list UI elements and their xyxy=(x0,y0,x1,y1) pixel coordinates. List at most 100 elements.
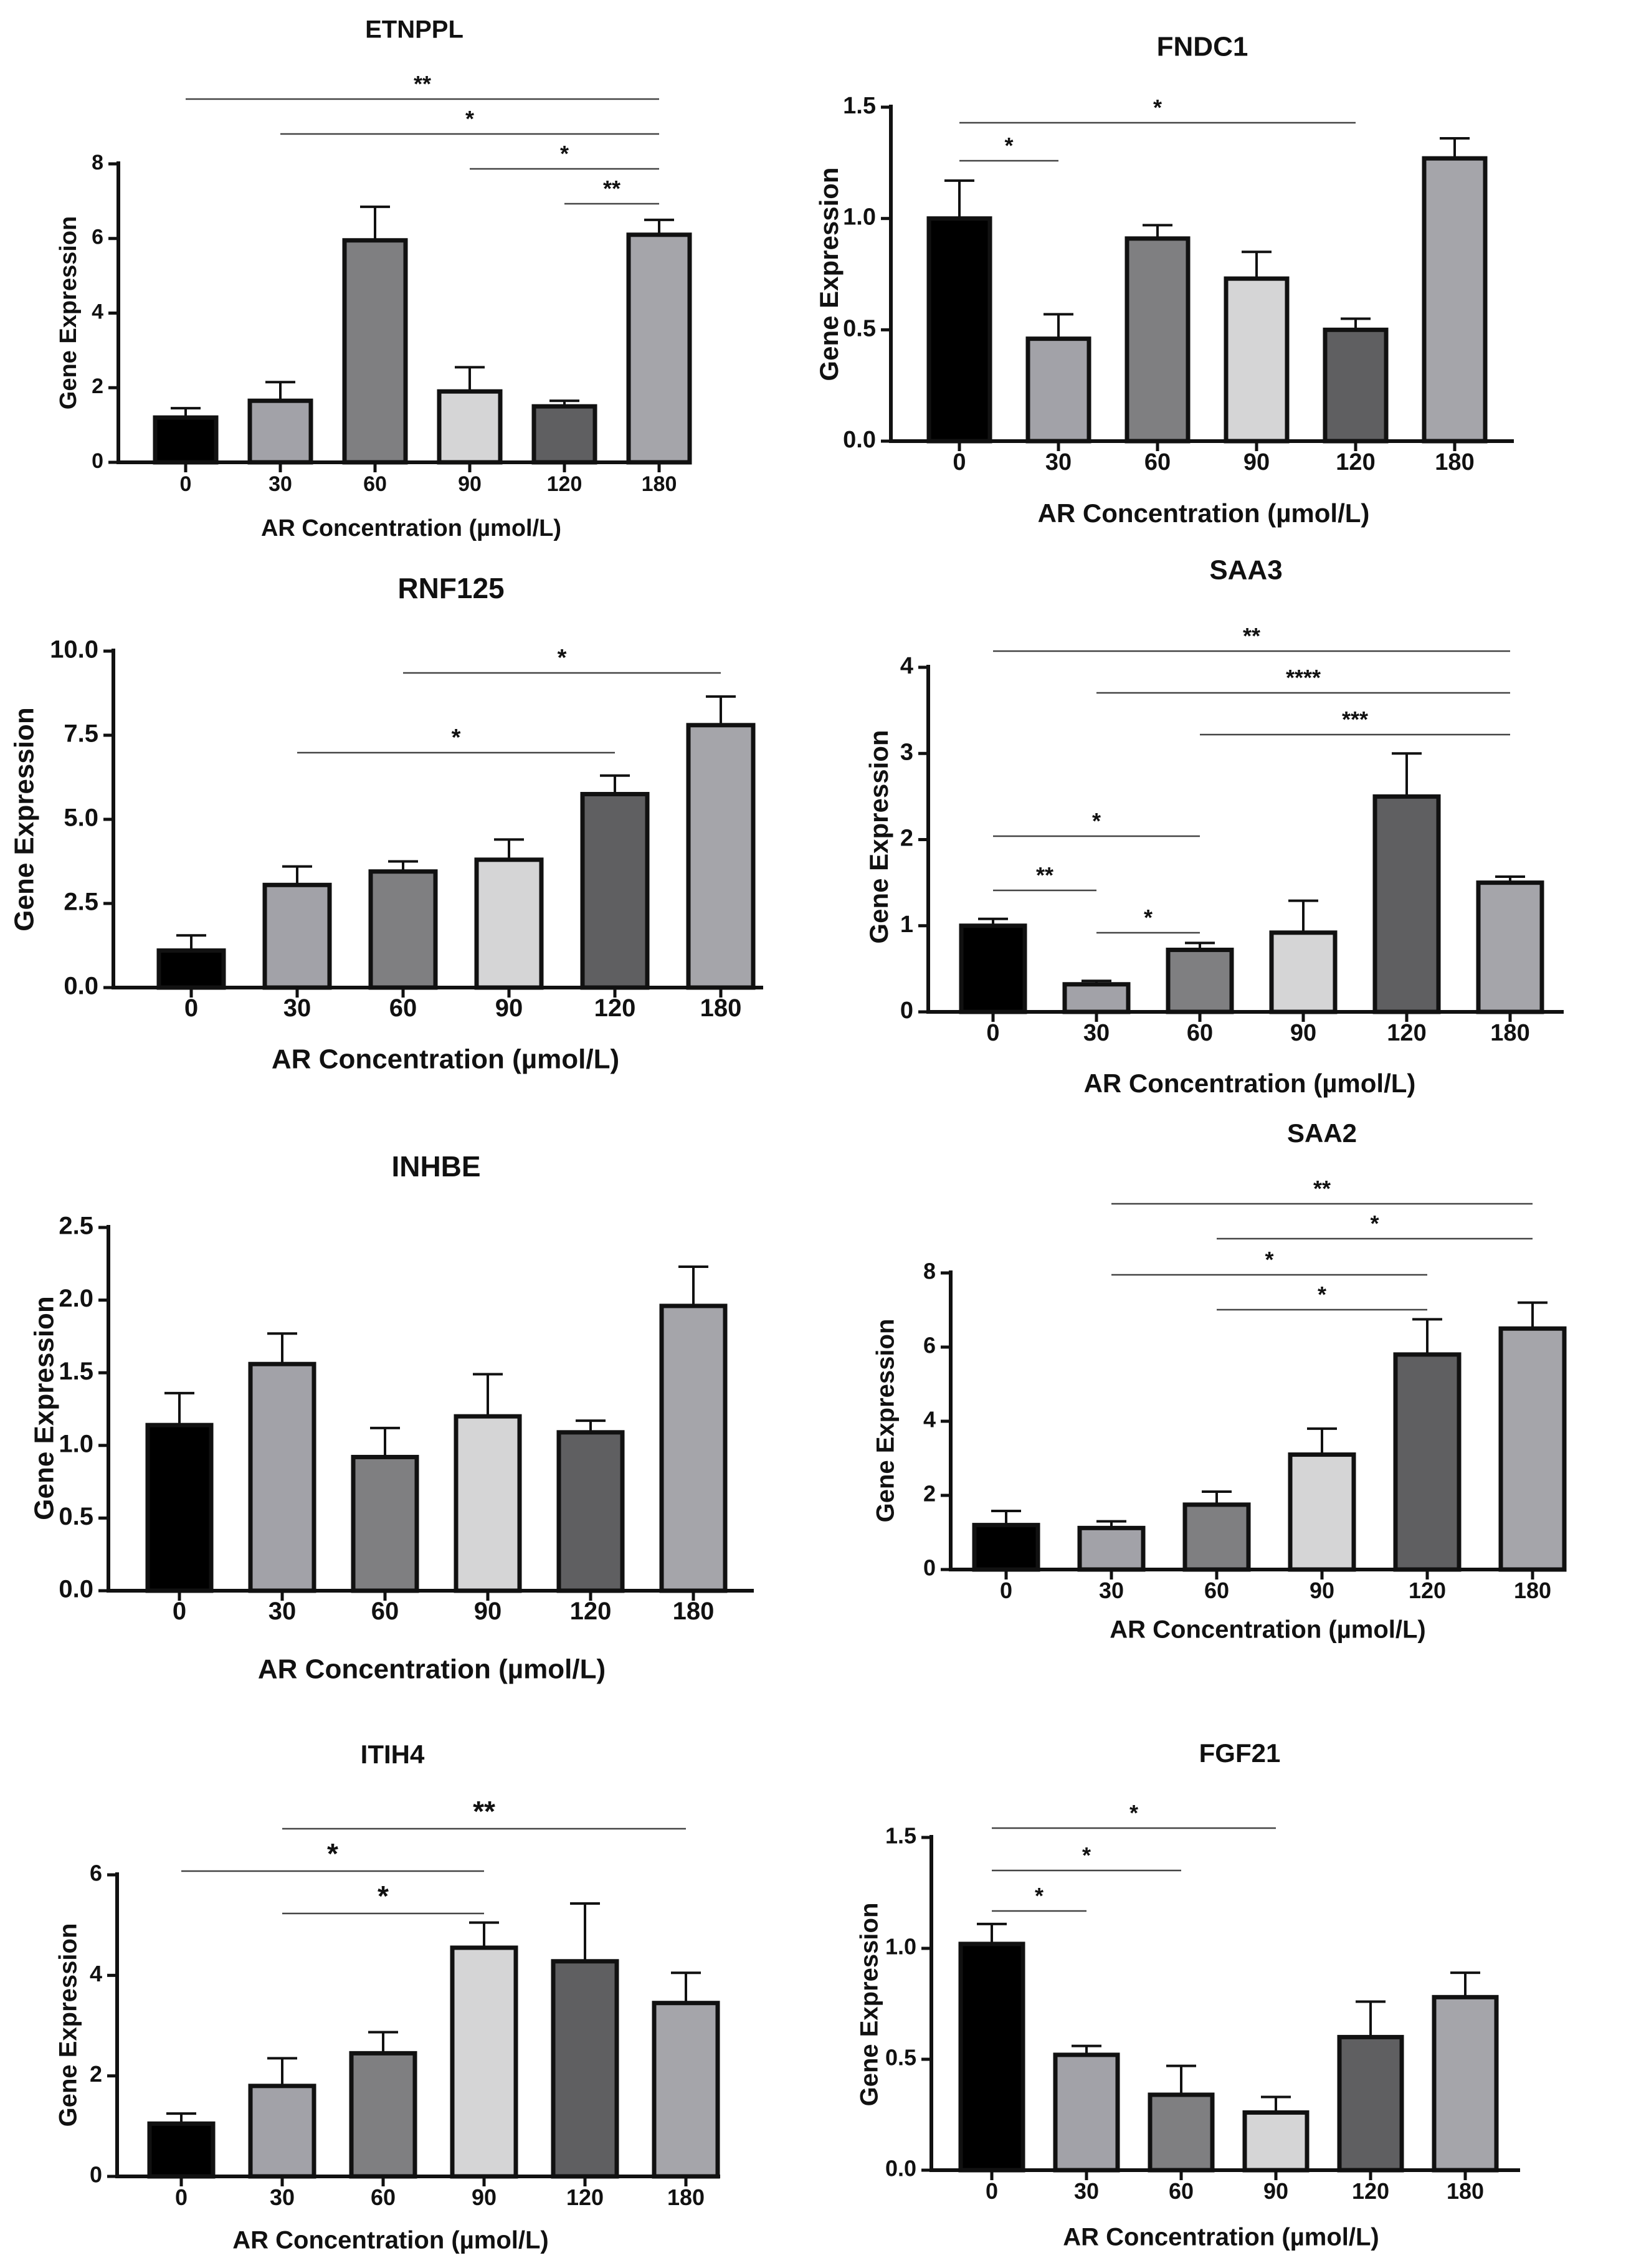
bar xyxy=(1393,1352,1462,1572)
significance-label: * xyxy=(1004,133,1013,158)
bar xyxy=(1422,156,1488,444)
bar xyxy=(145,1422,214,1593)
x-tick-label: 90 xyxy=(1263,2178,1288,2204)
x-tick-label: 0 xyxy=(986,1020,999,1046)
significance-label: * xyxy=(1082,1842,1091,1868)
chart-title: FGF21 xyxy=(1199,1738,1281,1768)
y-axis-label: Gene Expression xyxy=(55,1923,82,2127)
y-tick-label: 2.0 xyxy=(59,1285,93,1312)
y-tick-label: 1.5 xyxy=(885,1823,916,1849)
x-tick-label: 0 xyxy=(173,1598,186,1625)
x-tick-label: 30 xyxy=(1045,449,1072,475)
bar xyxy=(972,1523,1040,1572)
x-tick-label: 30 xyxy=(1099,1578,1124,1603)
chart-title: FNDC1 xyxy=(1157,32,1248,62)
x-tick-label: 120 xyxy=(1352,2178,1389,2204)
significance-label: ** xyxy=(1243,623,1260,649)
y-tick-label: 6 xyxy=(90,1861,102,1886)
y-tick-label: 4 xyxy=(90,1961,102,1986)
y-tick-label: 4 xyxy=(92,300,103,323)
chart-panel: FNDC1 0.0 0.5 1.0 1.5 0 30 60 90 120 180 AR Concent… xyxy=(814,32,1514,528)
x-tick-label: 90 xyxy=(495,994,523,1022)
y-tick-label: 0.5 xyxy=(59,1503,93,1530)
significance-label: * xyxy=(1370,1211,1379,1236)
y-tick-label: 0.0 xyxy=(885,2156,916,2181)
y-tick-label: 2 xyxy=(923,1481,936,1507)
bar xyxy=(368,869,438,990)
significance-label: * xyxy=(1092,808,1101,834)
y-axis-label: Gene Expression xyxy=(814,167,844,381)
x-tick-label: 0 xyxy=(184,994,198,1022)
bar xyxy=(580,792,650,990)
bar xyxy=(1372,794,1441,1014)
y-tick-label: 0.0 xyxy=(843,427,876,453)
y-tick-label: 0 xyxy=(923,1555,936,1581)
y-tick-label: 3 xyxy=(900,739,913,765)
x-tick-label: 60 xyxy=(1204,1578,1229,1603)
chart-title: SAA2 xyxy=(1287,1118,1357,1148)
bar xyxy=(1124,236,1191,444)
x-tick-label: 120 xyxy=(566,2185,604,2210)
y-tick-label: 1.0 xyxy=(59,1430,93,1457)
significance-label: * xyxy=(1265,1247,1273,1272)
significance-label: * xyxy=(560,141,569,166)
bar xyxy=(437,389,503,465)
chart-panel: FGF21 0.0 0.5 1.0 1.5 0 30 60 90 120 180 AR Concent… xyxy=(856,1738,1520,2251)
x-tick-label: 90 xyxy=(1290,1020,1316,1046)
bar xyxy=(1337,2034,1404,2173)
y-tick-label: 6 xyxy=(92,226,103,249)
bar xyxy=(1432,1994,1499,2173)
x-tick-label: 0 xyxy=(175,2185,188,2210)
y-tick-label: 0.0 xyxy=(64,973,98,1000)
x-axis-label: AR Concentration (µmol/L) xyxy=(261,515,561,541)
chart-title: ITIH4 xyxy=(361,1740,425,1769)
bar xyxy=(1269,930,1338,1014)
x-tick-label: 180 xyxy=(642,472,677,496)
bar xyxy=(1224,276,1290,444)
significance-label: * xyxy=(1318,1282,1326,1307)
y-tick-label: 1 xyxy=(900,912,913,938)
y-axis-label: Gene Expression xyxy=(55,216,82,409)
x-tick-label: 60 xyxy=(1144,449,1171,475)
chart-panel: ETNPPL 0 2 4 6 8 0 30 60 90 120 180 AR Concentration… xyxy=(55,16,692,541)
bar xyxy=(626,232,692,465)
bar xyxy=(349,2051,417,2179)
y-axis-label: Gene Expression xyxy=(29,1296,60,1520)
significance-label: ** xyxy=(1313,1176,1331,1201)
x-tick-label: 180 xyxy=(1490,1020,1529,1046)
x-tick-label: 180 xyxy=(667,2185,705,2210)
y-tick-label: 5.0 xyxy=(64,804,98,832)
y-tick-label: 0.5 xyxy=(843,315,876,341)
x-axis-label: AR Concentration (µmol/L) xyxy=(232,2227,548,2254)
bar xyxy=(551,1959,619,2179)
x-tick-label: 60 xyxy=(1169,2178,1194,2204)
x-tick-label: 90 xyxy=(472,2185,497,2210)
y-tick-label: 1.0 xyxy=(843,204,876,231)
y-tick-label: 1.5 xyxy=(59,1358,93,1385)
bar xyxy=(1288,1452,1356,1572)
y-axis-label: Gene Expression xyxy=(856,1903,883,2107)
y-tick-label: 7.5 xyxy=(64,720,98,748)
bar xyxy=(454,1414,522,1593)
significance-label: * xyxy=(1129,1800,1138,1826)
x-tick-label: 90 xyxy=(458,472,482,496)
x-axis-label: AR Concentration (µmol/L) xyxy=(258,1654,606,1685)
y-tick-label: 0.0 xyxy=(59,1576,93,1603)
y-tick-label: 0 xyxy=(900,998,913,1024)
bar xyxy=(248,1361,316,1593)
significance-label: * xyxy=(378,1880,389,1912)
bar xyxy=(351,1454,419,1593)
y-tick-label: 6 xyxy=(923,1333,936,1358)
x-tick-label: 180 xyxy=(1435,449,1474,475)
y-tick-label: 2.5 xyxy=(59,1213,93,1240)
x-tick-label: 30 xyxy=(283,994,311,1022)
y-tick-label: 4 xyxy=(900,653,913,679)
bar xyxy=(958,1942,1025,2173)
significance-label: **** xyxy=(1286,665,1321,690)
x-tick-label: 0 xyxy=(953,449,966,475)
bar xyxy=(153,415,219,465)
x-tick-label: 120 xyxy=(570,1598,612,1625)
x-tick-label: 60 xyxy=(363,472,387,496)
